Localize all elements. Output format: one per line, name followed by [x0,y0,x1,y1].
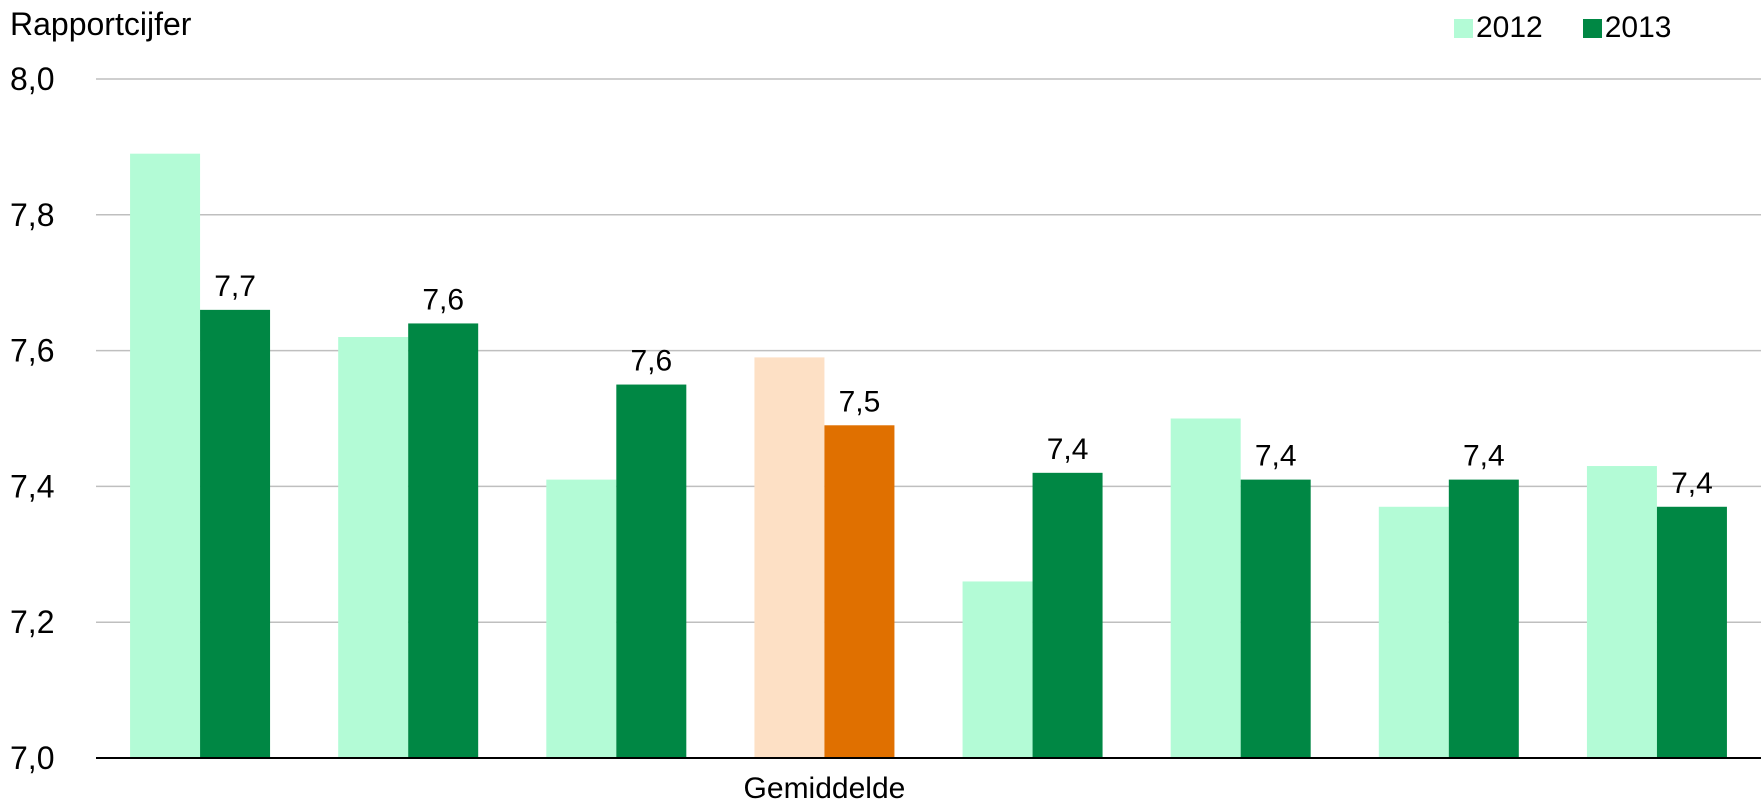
bar-2012 [546,479,617,758]
bar-2013 [1240,479,1311,758]
bar-2012 [1378,506,1449,758]
data-label: 7,7 [214,270,256,303]
bar-2013 [1032,472,1103,758]
bar-2013 [616,384,687,758]
y-axis-title: Rapportcijfer [10,6,192,42]
data-label: 7,4 [1255,440,1297,473]
bar-2013 [1656,506,1727,758]
bar-2012 [338,337,409,758]
bar-2013 [824,425,895,758]
y-tick-label: 7,6 [10,333,54,369]
bar-2012 [130,153,201,758]
data-label: 7,6 [422,283,464,316]
legend-label-2012: 2012 [1476,11,1543,44]
data-label: 7,5 [839,385,881,418]
y-tick-label: 7,8 [10,197,54,233]
y-tick-label: 8,0 [10,61,54,97]
legend-label-2013: 2013 [1604,11,1672,44]
data-label: 7,6 [630,345,672,378]
y-tick-label: 7,0 [10,740,54,776]
bar-2013 [408,323,479,758]
data-label: 7,4 [1671,467,1713,500]
data-label: 7,4 [1047,433,1089,466]
bar-2012 [754,357,825,758]
y-tick-label: 7,2 [10,604,54,640]
y-tick-label: 7,4 [10,468,54,504]
legend: 2012 2013 [1454,11,1672,45]
legend-swatch-2013 [1582,18,1602,38]
bar-2012 [962,581,1033,758]
bar-2012 [1586,466,1657,758]
data-label: 7,4 [1463,440,1505,473]
bar-2013 [1448,479,1519,758]
legend-swatch-2012 [1454,18,1473,38]
bar-2013 [200,309,271,758]
x-tick-label: Gemiddelde [744,772,906,801]
bar-2012 [1170,418,1241,758]
